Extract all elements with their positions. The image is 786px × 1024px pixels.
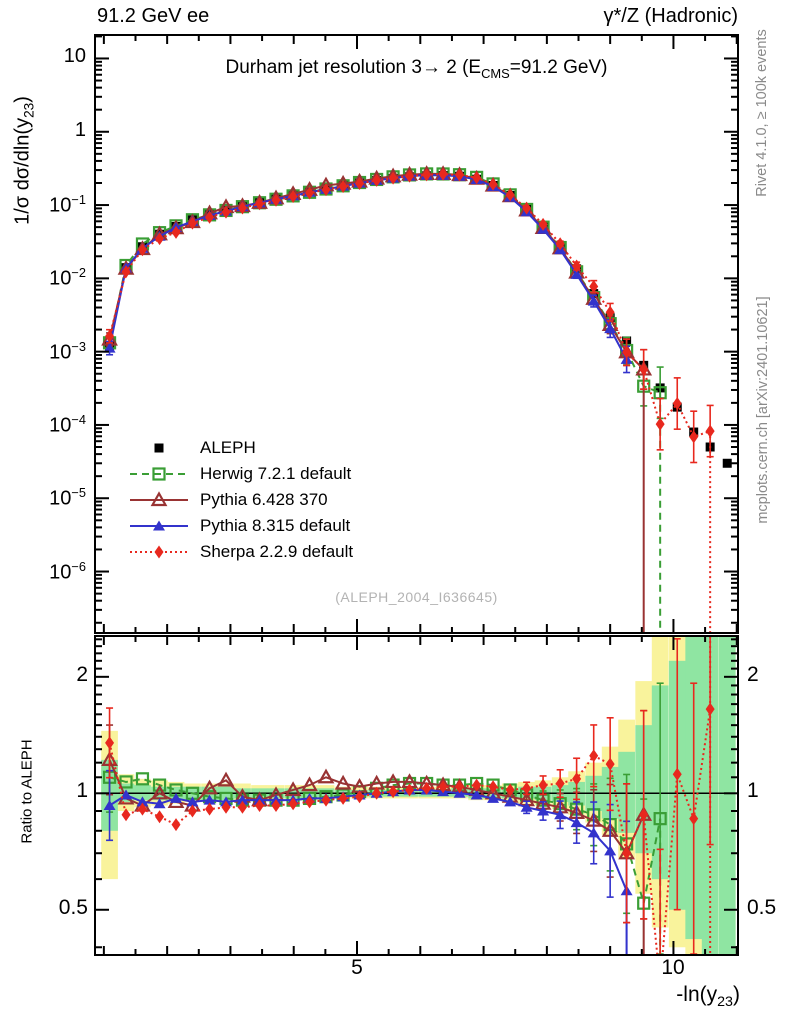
legend-item-herwig: Herwig 7.2.1 default (128, 461, 353, 487)
title-subscript: CMS (481, 65, 510, 81)
y-main-tick-label: 10−1 (49, 192, 86, 217)
y-main-tick-label: 1 (74, 118, 86, 141)
ratio-tick-1-right: 1 (747, 779, 759, 802)
ratio-tick-2-left: 2 (76, 663, 88, 686)
series-sherpa-2-2-9-default-main (105, 167, 715, 633)
mcplots-citation-note: mcplots.cern.ch [arXiv:2401.10621] (755, 296, 771, 524)
legend-label: Herwig 7.2.1 default (200, 464, 352, 483)
y-axis-title-ratio: Ratio to ALEPH (18, 739, 36, 844)
header-beam-energy: 91.2 GeV ee (97, 5, 210, 27)
ratio-uncertainty-bands (101, 636, 736, 955)
series-sherpa-2-2-9-default-ratio (105, 636, 715, 955)
x-axis-title: -ln(y23) (676, 983, 740, 1011)
legend-item-pythia8: Pythia 8.315 default (128, 513, 353, 539)
series-pythia-6-428-370-ratio (101, 709, 653, 955)
legend-marker-aleph-icon (154, 443, 164, 453)
ratio-tick-05-right: 0.5 (747, 896, 777, 919)
y-main-tick-label: 10−5 (49, 485, 86, 510)
ratio-tick-2-right: 2 (747, 663, 759, 686)
legend: ALEPH Herwig 7.2.1 default Pythia 6.428 … (128, 435, 353, 565)
y-main-tick-label: 10−2 (49, 265, 86, 290)
legend-label: Pythia 6.428 370 (200, 490, 328, 509)
legend-label: ALEPH (200, 438, 256, 457)
y-main-tick-label: 10−6 (49, 558, 86, 584)
legend-label: Sherpa 2.2.9 default (200, 542, 354, 561)
analysis-watermark: (ALEPH_2004_I636645) (335, 589, 498, 605)
y-main-tick-label: 10 (63, 45, 86, 68)
legend-marker-sherpa-icon (130, 545, 188, 559)
header-process: γ*/Z (Hadronic) (603, 5, 738, 27)
x-tick-10: 10 (661, 956, 685, 979)
ratio-tick-05-left: 0.5 (58, 896, 88, 919)
legend-item-aleph: ALEPH (128, 435, 353, 461)
y-main-tick-label: 10−3 (49, 338, 86, 364)
legend-marker-pythia8-icon (130, 520, 188, 531)
legend-marker-pythia6-icon (130, 491, 188, 507)
legend-item-sherpa: Sherpa 2.2.9 default (128, 539, 353, 565)
title-suffix: =91.2 GeV) (509, 57, 608, 78)
axes-frames-and-ticks (94, 34, 739, 956)
x-tick-5: 5 (351, 956, 363, 979)
ratio-tick-1-left: 1 (76, 779, 88, 802)
legend-marker-herwig-icon (130, 467, 188, 481)
title-text: Durham jet resolution 3→ 2 (E (225, 57, 482, 78)
page-title: Durham jet resolution 3→ 2 (ECMS=91.2 Ge… (95, 57, 738, 81)
legend-label: Pythia 8.315 default (200, 516, 351, 535)
series-herwig-7-2-1-default-ratio (102, 682, 667, 955)
legend-item-pythia6: Pythia 6.428 370 (128, 487, 353, 513)
y-main-tick-label: 10−4 (49, 411, 86, 437)
y-axis-title-main: 1/σ dσ/dln(y23) (11, 96, 37, 225)
series-pythia-8-315-default-main (103, 169, 633, 374)
rivet-version-note: Rivet 4.1.0, ≥ 100k events (754, 29, 770, 197)
